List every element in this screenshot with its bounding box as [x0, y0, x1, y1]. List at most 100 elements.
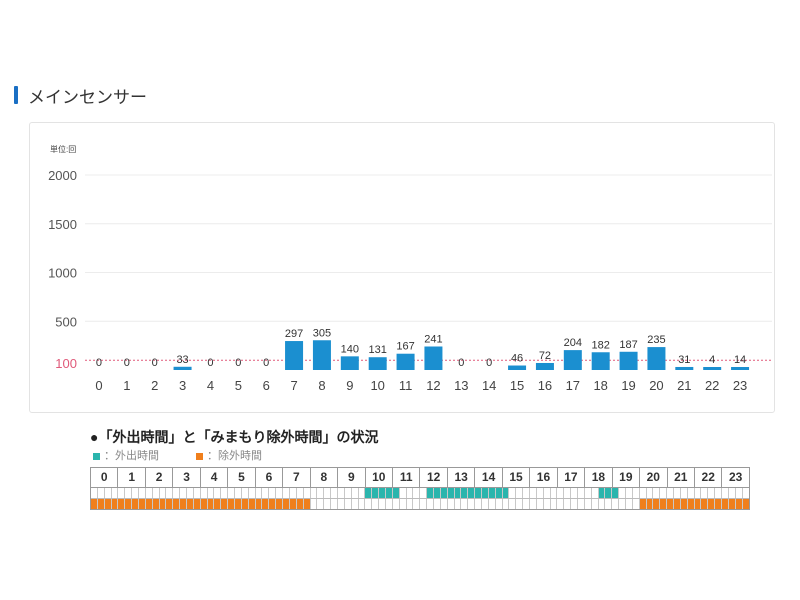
timeline-outing-cell — [132, 488, 140, 498]
x-tick-label: 11 — [399, 378, 413, 393]
timeline-hour-label: 5 — [228, 468, 256, 487]
timeline-excluded-cell — [139, 499, 146, 509]
timeline-outing-cell — [112, 488, 119, 498]
timeline-excluded-cell — [235, 499, 242, 509]
x-tick-label: 10 — [370, 378, 384, 393]
timeline-outing-cell — [585, 488, 592, 498]
timeline-outing-cell — [592, 488, 599, 498]
x-tick-label: 7 — [290, 378, 297, 393]
timeline-outing-cell — [516, 488, 524, 498]
bar — [563, 350, 582, 370]
timeline-excluded-cell — [557, 499, 565, 509]
timeline-outing-cell — [160, 488, 167, 498]
timeline-outing-cell — [537, 488, 544, 498]
timeline-excluded-cell — [365, 499, 373, 509]
timeline-outing-cell — [701, 488, 709, 498]
timeline-outing-cell — [311, 488, 318, 498]
x-tick-label: 21 — [677, 378, 691, 393]
status-section: ●「外出時間」と「みまもり除外時間」の状況 ：外出時間 ：除外時間 — [90, 427, 378, 464]
timeline-hour-label: 0 — [91, 468, 119, 487]
timeline-outing-cell — [619, 488, 627, 498]
section-header: メインセンサー — [14, 84, 147, 107]
timeline-outing-cell — [481, 488, 489, 498]
timeline-hour-label: 15 — [503, 468, 531, 487]
data-label: 131 — [369, 344, 387, 356]
timeline-outing-cell — [551, 488, 558, 498]
timeline-outing-cell — [468, 488, 476, 498]
timeline-outing-cell — [530, 488, 537, 498]
timeline-excluded-cell — [455, 499, 462, 509]
timeline-excluded-cell — [200, 499, 208, 509]
timeline-excluded-cell — [564, 499, 572, 509]
timeline-hour-label: 16 — [530, 468, 558, 487]
timeline-outing-cell — [201, 488, 208, 498]
timeline-outing-cell — [283, 488, 290, 498]
timeline-outing-cell — [262, 488, 270, 498]
legend-excluded: ：除外時間 — [193, 448, 262, 464]
timeline-excluded-cell — [605, 499, 613, 509]
legend-excluded-label: ：除外時間 — [207, 450, 262, 462]
timeline-excluded-cell — [214, 499, 222, 509]
timeline-excluded-cell — [187, 499, 194, 509]
timeline-excluded-cell — [708, 499, 716, 509]
timeline-excluded-cell — [352, 499, 359, 509]
timeline-excluded-cell — [255, 499, 263, 509]
timeline-outing-cell — [544, 488, 551, 498]
timeline-excluded-cell — [578, 499, 585, 509]
timeline-outing-cell — [475, 488, 482, 498]
timeline-hour-label: 18 — [585, 468, 613, 487]
x-tick-label: 6 — [263, 378, 270, 393]
x-tick-label: 12 — [426, 378, 440, 393]
timeline-excluded-cell — [379, 499, 386, 509]
data-label: 14 — [734, 354, 746, 366]
timeline-excluded-cell — [420, 499, 428, 509]
legend-outing-label: ：外出時間 — [104, 450, 159, 462]
timeline-excluded-cell — [523, 499, 530, 509]
timeline-outing-cell — [502, 488, 510, 498]
data-label: 305 — [313, 327, 331, 339]
timeline-outing-cell — [235, 488, 242, 498]
timeline-outing-cell — [523, 488, 530, 498]
status-timeline: 0 1 2 3 4 5 6 7 8 9 10 11 12 13 14 15 16 17 18 19 20 21 22 23 — [90, 467, 750, 510]
timeline-outing-cell — [372, 488, 380, 498]
bar — [368, 357, 387, 370]
bar — [731, 367, 750, 370]
timeline-outing-cell — [331, 488, 338, 498]
data-label: 187 — [619, 339, 637, 351]
timeline-hour-label: 7 — [283, 468, 311, 487]
x-tick-label: 17 — [566, 378, 580, 393]
bar — [535, 362, 554, 370]
timeline-outing-cell — [153, 488, 160, 498]
timeline-hour-label: 10 — [366, 468, 393, 487]
timeline-excluded-cell — [639, 499, 647, 509]
timeline-outing-cell — [345, 488, 352, 498]
timeline-outing-cell — [324, 488, 332, 498]
timeline-excluded-cell — [448, 499, 455, 509]
timeline-outing-cell — [276, 488, 284, 498]
timeline-outing-row — [91, 488, 749, 499]
timeline-excluded-cell — [571, 499, 579, 509]
timeline-excluded-cell — [503, 499, 510, 509]
bar — [675, 366, 694, 370]
timeline-excluded-cell — [619, 499, 627, 509]
timeline-excluded-cell — [413, 499, 421, 509]
timeline-excluded-cell — [345, 499, 352, 509]
timeline-outing-cell — [392, 488, 400, 498]
timeline-hour-label: 17 — [558, 468, 586, 487]
timeline-excluded-row — [91, 499, 749, 509]
timeline-excluded-cell — [509, 499, 517, 509]
timeline-outing-cell — [352, 488, 359, 498]
timeline-outing-cell — [454, 488, 462, 498]
data-label: 167 — [396, 341, 414, 353]
timeline-excluded-cell — [680, 499, 688, 509]
timeline-excluded-cell — [599, 499, 606, 509]
timeline-outing-cell — [125, 488, 133, 498]
x-tick-label: 9 — [346, 378, 353, 393]
bar — [424, 346, 443, 370]
bar — [508, 365, 527, 370]
timeline-outing-cell — [695, 488, 702, 498]
timeline-outing-cell — [317, 488, 325, 498]
timeline-hour-header: 0 1 2 3 4 5 6 7 8 9 10 11 12 13 14 15 16 17 18 19 20 21 22 23 — [91, 468, 749, 488]
timeline-outing-cell — [91, 488, 98, 498]
timeline-excluded-cell — [674, 499, 681, 509]
